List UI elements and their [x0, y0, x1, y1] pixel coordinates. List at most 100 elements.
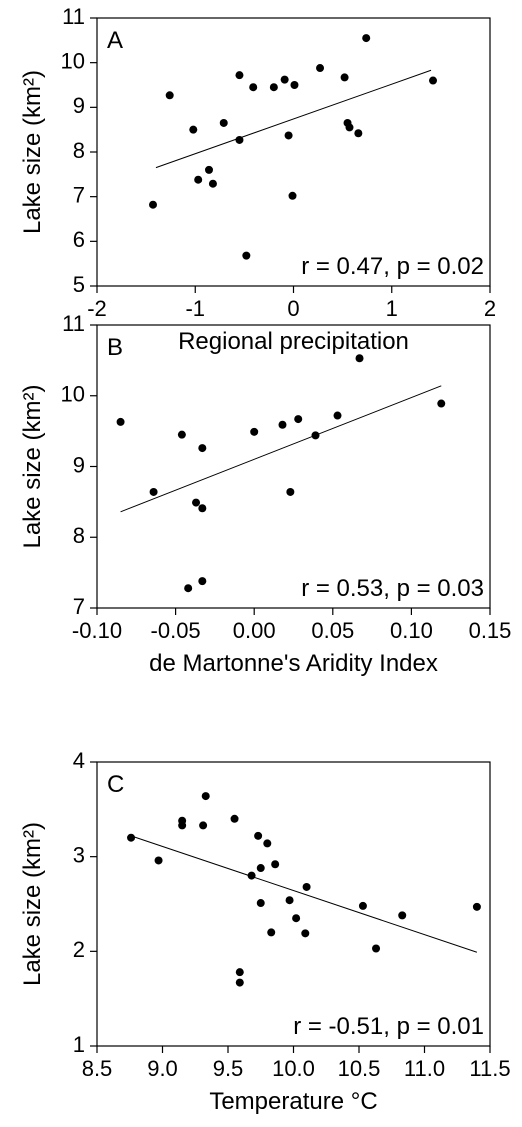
x-tick-label: 8.5 [82, 1056, 113, 1081]
point [316, 64, 325, 73]
point [178, 821, 187, 830]
point [254, 831, 263, 840]
x-tick-label: 10.5 [338, 1056, 381, 1081]
x-tick-label: -0.10 [72, 618, 122, 643]
point [362, 34, 371, 43]
point [345, 123, 354, 132]
point [154, 856, 163, 865]
y-tick-label: 5 [73, 272, 85, 297]
point [235, 978, 244, 987]
y-tick-label: 4 [73, 748, 85, 773]
y-tick-label: 11 [62, 4, 85, 29]
x-tick-label: 11.0 [404, 1056, 445, 1081]
point [301, 929, 310, 938]
x-tick-label: 10.0 [272, 1056, 315, 1081]
point [205, 165, 214, 174]
x-tick-label: 0 [287, 296, 299, 321]
y-tick-label: 8 [73, 523, 85, 548]
point [235, 968, 244, 977]
x-tick-label: 0.00 [233, 618, 276, 643]
y-tick-label: 8 [73, 138, 85, 163]
point [165, 91, 174, 100]
point [302, 882, 311, 891]
point [290, 81, 299, 89]
point [267, 928, 276, 937]
y-tick-label: 10 [61, 48, 85, 73]
point [177, 430, 186, 439]
point [208, 179, 217, 188]
x-tick-label: 9.5 [213, 1056, 244, 1081]
point [201, 792, 210, 801]
point [127, 833, 136, 842]
trend-line [155, 69, 432, 169]
point [256, 864, 265, 873]
x-tick-label: 0.15 [469, 618, 512, 643]
x-axis-label: de Martonne's Aridity Index [149, 650, 438, 677]
point [194, 175, 203, 184]
y-tick-label: 10 [61, 382, 85, 407]
point [219, 118, 228, 127]
point [189, 125, 198, 134]
point [247, 871, 256, 880]
x-tick-label: 2 [484, 296, 496, 321]
point [294, 415, 303, 424]
y-axis-label: Lake size (km²) [19, 384, 46, 548]
point [280, 75, 289, 84]
y-axis-label: Lake size (km²) [19, 70, 46, 234]
y-tick-label: 9 [73, 452, 85, 477]
point [198, 577, 207, 586]
annotation: r = -0.51, p = 0.01 [293, 1013, 484, 1040]
x-tick-label: 1 [386, 296, 398, 321]
x-axis-label: Temperature °C [209, 1088, 377, 1115]
point [278, 420, 287, 429]
x-tick-label: 11.5 [469, 1056, 510, 1081]
point [242, 251, 251, 260]
point [286, 487, 295, 496]
x-tick-label: 9.0 [147, 1056, 178, 1081]
point [429, 76, 438, 85]
point [263, 839, 272, 848]
y-tick-label: 9 [73, 93, 85, 118]
point [284, 131, 293, 140]
point [198, 444, 207, 453]
x-axis-label: Regional precipitation [178, 328, 409, 355]
y-tick-label: 6 [73, 227, 85, 252]
point [354, 129, 363, 138]
point [355, 354, 364, 363]
point [372, 944, 381, 953]
x-tick-label: -1 [185, 296, 205, 321]
panel-label: B [107, 334, 123, 361]
point [288, 191, 297, 200]
annotation: r = 0.47, p = 0.02 [301, 253, 484, 280]
panel-label: C [107, 771, 124, 798]
point [116, 417, 125, 426]
point [271, 860, 280, 869]
point [285, 896, 294, 905]
point [437, 399, 446, 408]
point [398, 911, 407, 920]
point [235, 135, 244, 144]
point [192, 498, 201, 507]
point [292, 914, 301, 923]
point [358, 901, 367, 910]
point [149, 487, 158, 496]
point [269, 83, 278, 92]
plot-frame [96, 761, 491, 1047]
point [340, 73, 349, 82]
point [184, 584, 193, 593]
y-tick-label: 7 [73, 594, 85, 619]
point [149, 200, 158, 209]
plot-frame [96, 17, 491, 287]
y-tick-label: 11 [62, 311, 85, 336]
point [199, 821, 208, 830]
trend-line [120, 385, 442, 513]
y-tick-label: 1 [73, 1032, 85, 1057]
annotation: r = 0.53, p = 0.03 [301, 575, 484, 602]
x-tick-label: 0.05 [311, 618, 354, 643]
point [230, 814, 239, 823]
point [198, 504, 207, 513]
point [256, 899, 265, 908]
y-tick-label: 3 [73, 842, 85, 867]
y-tick-label: 7 [73, 182, 85, 207]
